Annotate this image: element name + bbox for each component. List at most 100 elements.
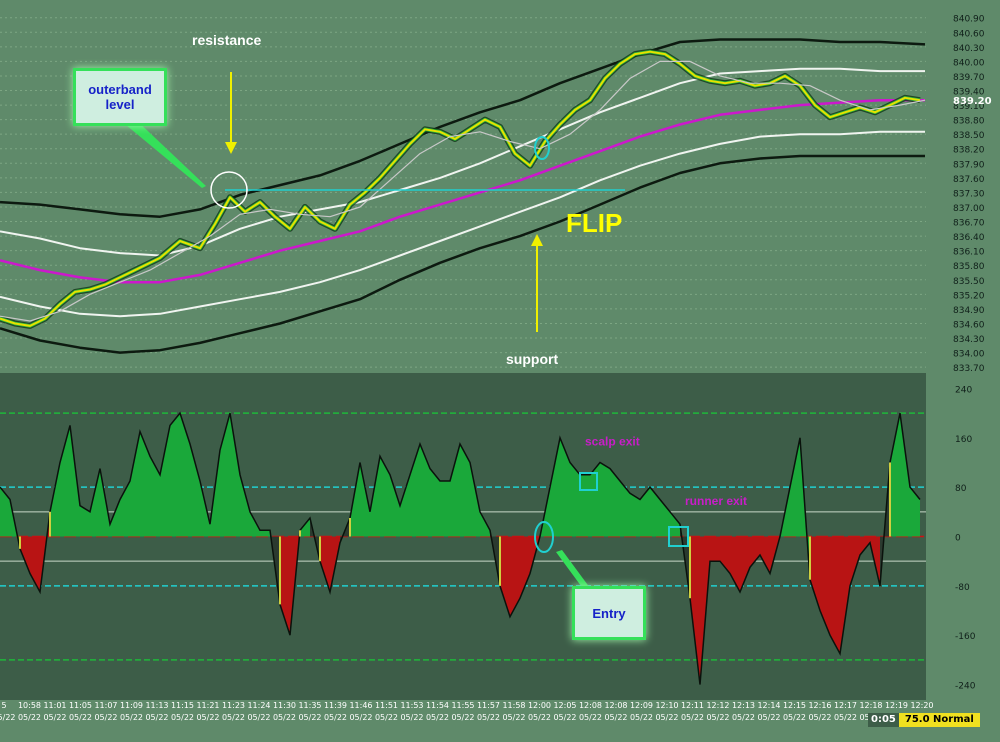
date-tick-label: 05/22 [808, 713, 831, 722]
entry-text: Entry [592, 605, 626, 621]
price-tick-label: 834.60 [953, 320, 985, 330]
oscillator-segment [850, 536, 860, 586]
status-time: 0:05 [868, 713, 899, 727]
price-tick-label: 833.70 [953, 364, 985, 374]
date-tick-label: 05/22 [579, 713, 602, 722]
oscillator-segment [840, 536, 850, 654]
time-tick-label: 11:21 [196, 701, 219, 710]
date-tick-label: 05/22 [324, 713, 347, 722]
price-tick-label: 834.90 [953, 306, 985, 316]
status-mode: 75.0 Normal [898, 713, 980, 727]
time-tick-label: 11:07 [94, 701, 117, 710]
date-tick-label: 05/22 [783, 713, 806, 722]
time-tick-label: 11:23 [222, 701, 245, 710]
entry-pointer [556, 550, 590, 590]
scalp-exit-box [579, 472, 598, 491]
date-tick-label: 05/22 [69, 713, 92, 722]
date-tick-label: 05/22 [630, 713, 653, 722]
oscillator-segment [450, 444, 460, 537]
oscillator-segment [160, 425, 170, 537]
price-tick-label: 834.00 [953, 350, 985, 360]
oscillator-segment [390, 474, 400, 537]
price-tick-label: 837.60 [953, 175, 985, 185]
time-tick-label: 11:09 [120, 701, 143, 710]
oscillator-segment [230, 413, 240, 537]
date-tick-label: 05/22 [375, 713, 398, 722]
oscillator-segment [610, 468, 620, 537]
series-middle-average [0, 98, 925, 284]
time-tick-label: 12:09 [630, 701, 653, 710]
oscillator-segment [420, 444, 430, 537]
oscillator-segment [810, 536, 820, 611]
time-tick-label: 12:18 [859, 701, 882, 710]
date-tick-label: 05/22 [298, 713, 321, 722]
date-tick-label: 05/22 [502, 713, 525, 722]
price-y-axis: 840.90840.60840.30840.00839.70839.40839.… [953, 15, 992, 374]
oscillator-segment [710, 536, 720, 562]
series-inner-lower [0, 130, 925, 318]
price-tick-label: 839.70 [953, 73, 985, 83]
time-tick-label: 11:05 [69, 701, 92, 710]
oscillator-segment [460, 444, 470, 537]
entry-circle-price [534, 136, 550, 160]
oscillator-segment [70, 425, 80, 537]
oscillator-segment [670, 511, 680, 537]
date-tick-label: 05/22 [43, 713, 66, 722]
date-tick-label: 05/22 [247, 713, 270, 722]
time-tick-label: 11:54 [426, 701, 449, 710]
series-smoothed-price [0, 60, 926, 322]
date-tick-label: 05/22 [222, 713, 245, 722]
price-tick-label: 837.30 [953, 189, 985, 199]
date-tick-label: 05/22 [553, 713, 576, 722]
price-tick-label: 840.90 [953, 15, 985, 25]
date-tick-label: 05/22 [477, 713, 500, 722]
oscillator-segment [520, 536, 530, 599]
oscillator-tick-label: 160 [955, 435, 972, 445]
time-tick-label: 11:58 [502, 701, 525, 710]
price-tick-label: 837.00 [953, 204, 985, 214]
oscillator-segment [370, 456, 380, 537]
oscillator-segment [80, 505, 90, 537]
oscillator-segment [750, 536, 760, 568]
time-tick-label: 12:13 [732, 701, 755, 710]
oscillator-segment [510, 536, 520, 617]
resistance-label: resistance [192, 32, 262, 48]
price-tick-label: 838.80 [953, 117, 985, 127]
oscillator-segment [600, 462, 610, 537]
oscillator-segment [350, 462, 360, 537]
oscillator-segment [50, 462, 60, 537]
oscillator-tick-label: 80 [955, 484, 967, 494]
price-tick-label: 835.20 [953, 291, 985, 301]
date-tick-label: 05/22 [273, 713, 296, 722]
oscillator-segment [360, 462, 370, 537]
oscillator-segment [90, 468, 100, 537]
date-tick-label: 05/22 [196, 713, 219, 722]
oscillator-y-axis: 240 160 80 0 -80 -160 -240 [955, 385, 976, 691]
oscillator-annotation: runner exit [685, 494, 747, 508]
time-axis: 505/2210:5805/2211:0105/2211:0505/2211:0… [0, 701, 934, 722]
outerband-pointer [120, 116, 206, 188]
oscillator-segment [440, 481, 450, 537]
time-tick-label: 11:51 [375, 701, 398, 710]
last-price-label: 839.20 [953, 96, 992, 107]
oscillator-segment [690, 536, 700, 685]
oscillator-tick-label: -80 [955, 583, 970, 593]
oscillator-segment [130, 431, 140, 537]
oscillator-segment [20, 536, 30, 574]
oscillator-segment [890, 413, 900, 537]
oscillator-segment [140, 431, 150, 537]
oscillator-segment [470, 462, 480, 537]
price-tick-label: 835.50 [953, 277, 985, 287]
oscillator-segment [790, 437, 800, 537]
price-tick-label: 839.10 [953, 102, 985, 112]
resistance-arrow-head [225, 142, 237, 154]
oscillator-segment [560, 437, 570, 537]
oscillator-annotation: scalp exit [585, 435, 640, 449]
date-tick-label: 05/22 [681, 713, 704, 722]
date-tick-label: 05/22 [94, 713, 117, 722]
date-tick-label: 05/22 [18, 713, 41, 722]
oscillator-segment [430, 468, 440, 537]
time-tick-label: 11:57 [477, 701, 500, 710]
oscillator-segment [820, 536, 830, 636]
